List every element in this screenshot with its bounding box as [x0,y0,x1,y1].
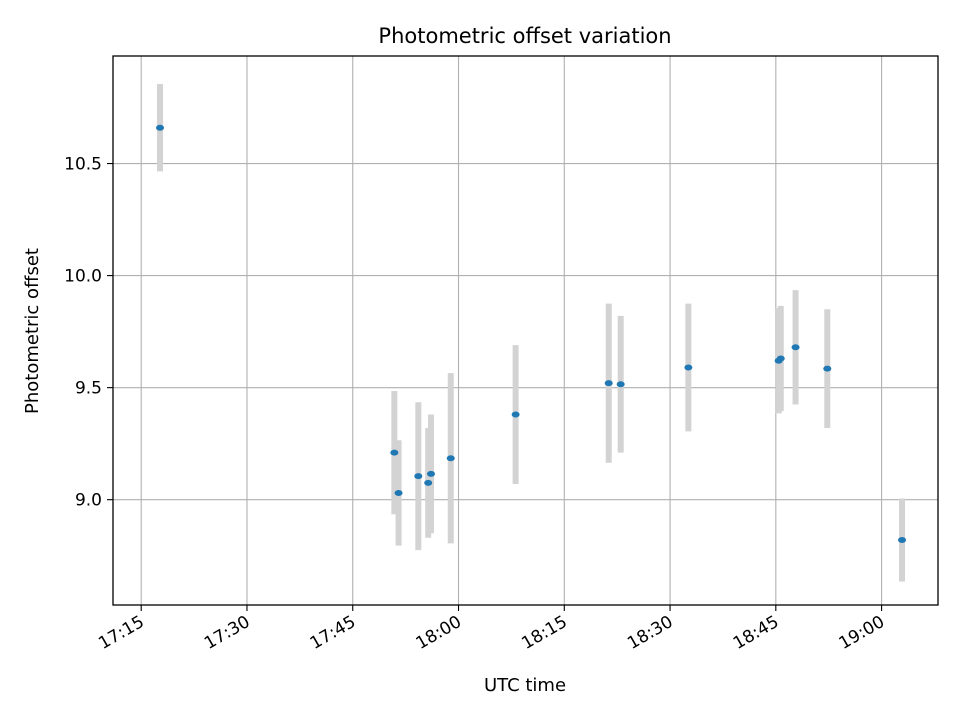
y-tick-label: 10.5 [64,155,102,175]
data-point [791,344,800,351]
y-axis: 9.0 9.5 10.0 10.5 [64,155,113,511]
x-tick-label: 18:00 [413,612,465,654]
data-point [394,489,403,496]
x-axis: 17:15 17:30 17:45 18:00 18:15 18:30 18:45 19:00 [95,605,888,654]
plot-background [113,56,938,605]
x-tick-label: 18:15 [518,612,570,654]
y-tick-label: 9.0 [75,491,102,511]
data-point [390,449,399,456]
data-point [511,411,520,418]
data-point [604,380,613,387]
data-point [414,473,423,480]
chart-title: Photometric offset variation [378,24,671,48]
data-point [823,365,832,372]
data-point [776,355,785,362]
plot-frame [112,55,939,606]
grid [113,56,938,605]
y-tick-label: 9.5 [75,379,102,399]
x-tick-label: 17:45 [307,612,359,654]
x-tick-label: 18:30 [624,612,676,654]
data-point [898,537,907,544]
y-axis-label: Photometric offset [22,248,43,414]
data-point [427,470,436,477]
x-tick-label: 17:30 [201,612,253,654]
data-point [684,364,693,371]
data-point [616,381,625,388]
data-point [424,479,433,486]
data-points [156,124,907,544]
y-tick-label: 10.0 [64,267,102,287]
x-tick-label: 17:15 [95,612,147,654]
x-axis-label: UTC time [484,675,566,696]
x-tick-label: 19:00 [836,612,888,654]
data-point [446,455,455,462]
data-point [156,124,165,131]
x-tick-label: 18:45 [730,612,782,654]
